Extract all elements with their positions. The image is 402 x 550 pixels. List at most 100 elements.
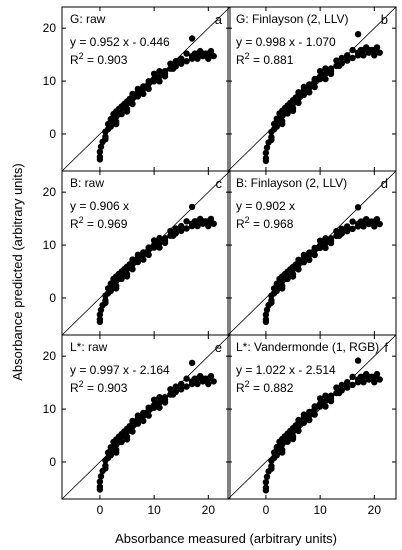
data-point	[338, 60, 345, 67]
data-point	[338, 230, 345, 237]
data-point	[172, 62, 179, 70]
data-point	[300, 419, 308, 426]
data-point	[156, 234, 163, 242]
data-point	[327, 397, 335, 405]
data-point	[279, 120, 286, 128]
points	[262, 357, 383, 494]
data-point	[156, 68, 163, 75]
data-point	[306, 416, 313, 424]
reference-line	[228, 335, 396, 499]
data-point	[373, 216, 381, 223]
data-point	[344, 223, 351, 230]
data-point	[161, 73, 169, 80]
data-point	[178, 55, 185, 62]
data-point	[140, 90, 147, 98]
data-point	[134, 258, 142, 266]
data-point	[295, 99, 302, 107]
data-point	[263, 473, 271, 480]
data-point	[322, 392, 329, 399]
data-point	[205, 380, 212, 388]
data-point	[273, 452, 280, 459]
data-point	[113, 120, 120, 128]
x-tick-label: 10	[147, 503, 161, 517]
r-squared: R2 = 0.903	[70, 51, 128, 67]
data-point	[178, 222, 185, 230]
points	[96, 35, 217, 163]
data-point	[327, 65, 335, 72]
data-point	[129, 100, 136, 108]
data-point	[96, 318, 104, 326]
reference-line	[228, 7, 396, 171]
data-point	[284, 110, 291, 117]
panel-f: 0 10 20 L*: Vandermonde (1, RGB) f y = 1.022 …	[227, 334, 397, 517]
data-point	[373, 44, 381, 51]
data-point	[263, 144, 271, 151]
data-point	[207, 47, 215, 55]
data-point	[327, 392, 335, 399]
data-point	[123, 273, 131, 280]
data-point	[134, 251, 142, 258]
data-point	[344, 228, 351, 235]
data-point	[129, 428, 136, 435]
data-point	[97, 473, 105, 480]
data-point	[338, 381, 345, 389]
data-point	[161, 234, 169, 242]
data-point	[150, 70, 158, 78]
data-point	[273, 123, 280, 130]
data-point	[167, 227, 174, 235]
data-point	[205, 55, 212, 62]
data-point	[289, 107, 297, 115]
data-point	[172, 230, 179, 237]
r-squared: R2 = 0.881	[236, 51, 294, 67]
regression-equation: y = 0.997 x - 2.164	[70, 363, 170, 377]
data-point	[129, 266, 136, 273]
data-point	[311, 83, 318, 91]
data-point	[96, 478, 104, 485]
data-point	[284, 438, 291, 445]
r-squared: R2 = 0.882	[236, 379, 294, 395]
data-point	[268, 299, 275, 306]
data-point	[373, 370, 381, 378]
r-squared: R2 = 0.969	[70, 215, 128, 231]
data-point	[349, 373, 356, 380]
data-point	[273, 287, 280, 294]
data-point	[183, 58, 190, 65]
data-point	[360, 52, 367, 59]
data-point	[344, 52, 351, 59]
data-point	[129, 256, 136, 263]
data-point	[118, 275, 125, 282]
data-point	[268, 465, 275, 472]
regression-equation: y = 0.906 x	[70, 199, 129, 213]
data-point	[123, 108, 131, 115]
y-tick-label: 20	[43, 349, 57, 363]
data-point	[118, 110, 125, 118]
data-point	[300, 259, 308, 266]
y-tick-label: 20	[43, 185, 57, 199]
data-point	[371, 52, 378, 59]
data-point	[376, 49, 383, 56]
data-point	[295, 256, 302, 263]
panel-title: L*: Vandermonde (1, RGB)	[236, 340, 379, 354]
data-point	[107, 287, 115, 294]
data-point	[349, 381, 356, 389]
data-point	[300, 251, 308, 259]
panel-e: 0 10 20 0 10 20 L*: raw e y = 0.997 x - 2.164 R2 …	[43, 334, 231, 517]
data-point	[145, 412, 152, 419]
data-point	[349, 54, 356, 62]
panel-letter: a	[215, 12, 223, 27]
data-point	[376, 220, 383, 228]
y-tick-label: 10	[43, 74, 57, 88]
data-point	[262, 479, 270, 486]
panel-letter: c	[216, 176, 223, 191]
x-tick-label: 10	[313, 503, 327, 517]
data-point	[344, 379, 351, 386]
data-point	[360, 379, 367, 386]
data-point	[316, 237, 324, 244]
data-point	[156, 394, 163, 401]
data-point	[150, 396, 158, 403]
data-point	[194, 55, 201, 62]
data-point	[97, 143, 105, 150]
data-point	[183, 375, 190, 382]
data-point	[167, 60, 174, 67]
data-point	[210, 378, 217, 385]
